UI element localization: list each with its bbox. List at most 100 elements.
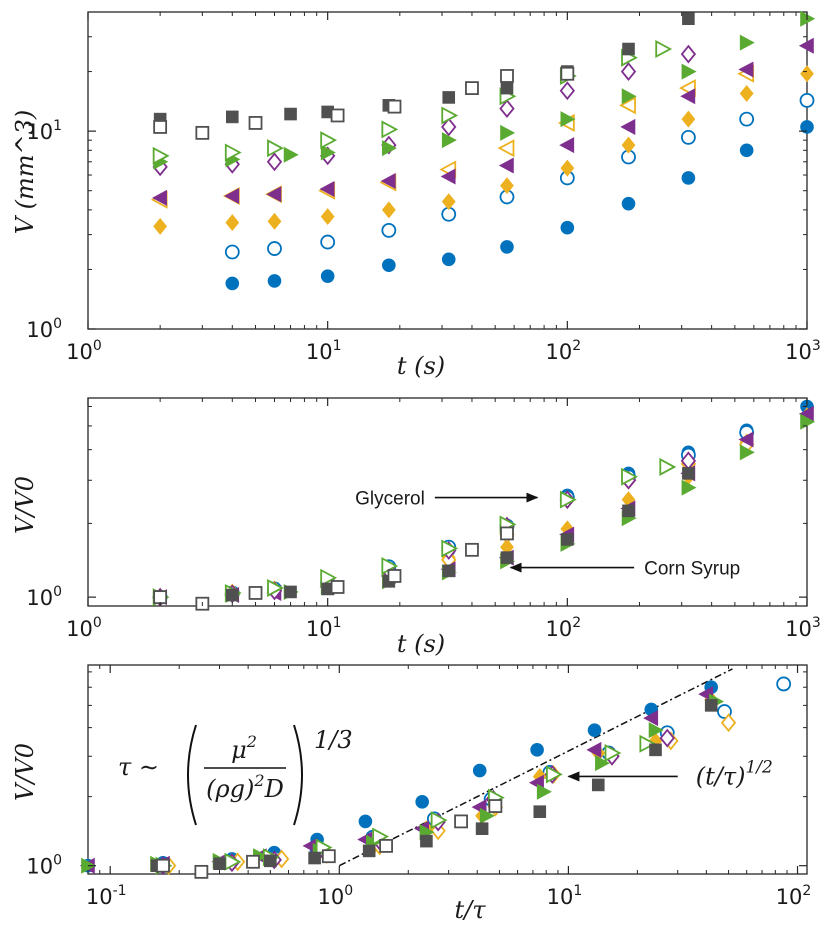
y-axis-label: V/V0 [11,743,39,801]
x-axis-label: t (s) [397,352,445,380]
data-point-orange-filled [153,217,168,235]
data-point-green-filled [536,783,552,800]
fit-line [338,668,733,867]
y-tick-label: 100 [26,584,62,610]
data-point-blue-open [776,676,792,692]
formula-numerator: μ2 [231,732,257,764]
plot-area [87,11,808,330]
axis-ticks: 100 101 102 103 100 101 [26,11,821,364]
data-point-gray-filled [682,467,695,480]
data-point-purple-open [441,117,457,137]
data-point-purple-open [266,152,283,172]
data-point-green-filled [382,140,397,157]
data-point-purple-filled [440,168,456,185]
data-point-green-open [320,131,338,150]
data-point-gray-filled [682,12,695,25]
data-point-blue-open [320,234,336,250]
data-point-blue-filled [472,763,487,778]
data-point-gray-open [379,838,393,853]
data-point-green-open [441,539,459,558]
formula-left-paren [187,724,197,826]
data-point-green-filled [739,444,755,461]
data-point-purple-open [499,99,515,119]
y-axis-label: V/V0 [11,476,39,534]
data-point-orange-filled [621,136,636,154]
data-point-blue-filled [358,814,373,829]
data-point-green-filled [648,722,664,739]
data-point-blue-open [224,244,240,260]
data-point-blue-filled [225,276,240,291]
data-point-gray-open [465,81,479,95]
data-point-gray-filled [442,91,456,104]
data-point-gray-filled [308,851,321,865]
data-point-purple-open [620,62,637,81]
data-markers [152,399,816,611]
data-point-blue-open [799,92,815,108]
data-point-purple-filled [643,710,659,727]
data-point-green-filled [500,124,516,141]
data-point-green-open [441,106,459,125]
data-point-gray-open [248,586,263,600]
axis-ticks: 10-1 100 101 102 100 [26,665,811,909]
data-point-gray-open [500,69,514,83]
data-point-purple-filled [224,188,240,205]
power-law-fit-line [338,668,733,867]
data-point-orange-filled [320,208,335,226]
x-tick-label: 10-1 [86,883,127,909]
data-point-purple-filled [498,157,514,174]
data-point-purple-filled [586,741,602,758]
data-point-green-filled [320,144,336,161]
data-point-blue-filled [739,143,754,158]
data-point-green-filled [681,63,697,80]
data-point-green-open [267,578,284,597]
data-point-green-open [604,743,622,763]
data-point-green-filled [621,88,637,105]
data-point-blue-filled [800,120,814,134]
data-point-green-open [546,765,563,784]
data-point-orange-filled [739,84,754,102]
formula-power: 1/3 [314,726,353,754]
data-point-gray-filled [533,805,547,818]
data-point-gray-filled [442,564,456,578]
data-point-blue-filled [441,252,456,267]
data-point-gray-filled [225,588,239,602]
data-point-blue-filled [560,220,575,235]
data-point-gray-filled [264,854,277,868]
y-tick-label: 100 [26,853,62,879]
data-point-green-open [320,568,338,587]
data-point-purple-filled [738,61,754,78]
data-point-purple-open [559,81,575,101]
data-point-gray-filled [284,585,297,599]
data-point-blue-filled [587,723,602,737]
data-point-orange-filled [381,201,396,219]
plot-area [87,397,808,607]
annotation-label: Corn Syrup [644,559,740,580]
data-point-orange-filled [441,193,456,211]
data-point-green-filled [479,807,495,824]
x-tick-label: 101 [306,338,342,364]
data-point-gray-open [153,120,168,134]
data-point-gray-open [500,526,514,541]
data-point-gray-filled [500,551,514,564]
data-point-blue-filled [267,274,282,288]
data-point-gray-filled [622,504,635,518]
data-point-green-filled [560,111,576,128]
data-point-blue-filled [320,269,335,283]
data-point-gray-filled [284,107,297,121]
x-tick-label: 103 [785,338,821,364]
data-point-gray-filled [225,110,239,124]
data-point-gray-open [246,854,260,869]
data-point-orange-filled [225,214,240,232]
annotation-label: Glycerol [355,489,425,510]
data-point-gray-open [153,590,168,605]
data-point-gray-filled [561,533,574,546]
tau-formula: τ ∼ μ2 (ρg)2D 1/3 [118,724,353,826]
data-point-green-filled [283,146,299,163]
annotations: Glycerol Corn Syrup [355,489,740,580]
data-point-gray-open [248,116,263,130]
data-point-orange-open [497,139,515,158]
data-point-gray-open [387,99,402,114]
annotations: (t/τ)1/2 [567,757,773,790]
data-point-gray-open [195,125,210,140]
data-point-green-filled [441,132,457,149]
